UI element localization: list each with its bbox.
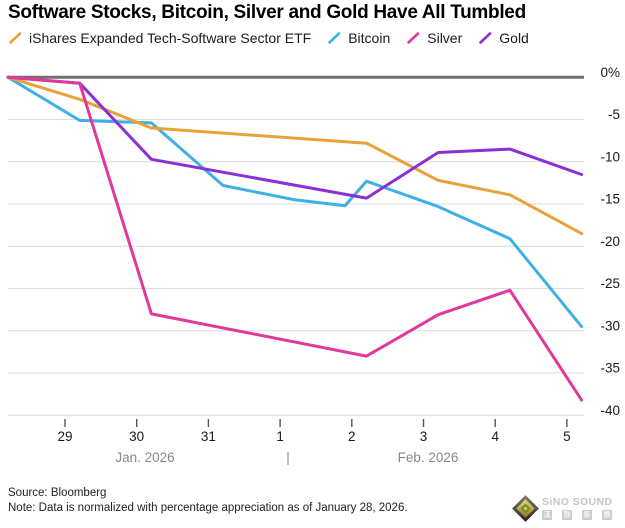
legend-item-silver: Silver — [406, 30, 462, 46]
line-chart: 0% -5 -10 -15 -20 -25 -30 -35 -40 29 30 31 1 2 3 4 5 Jan.… — [6, 65, 620, 465]
watermark-chinese: 漢聲集團 — [542, 510, 612, 520]
x-tick-label: 4 — [491, 429, 499, 444]
legend-slash-icon-etf — [9, 32, 22, 44]
y-tick-label: -10 — [600, 149, 620, 164]
y-axis-labels: 0% -5 -10 -15 -20 -25 -30 -35 -40 — [600, 65, 620, 418]
month-label: Jan. 2026 — [115, 450, 174, 465]
legend-label: Silver — [427, 30, 463, 46]
y-tick-label: -40 — [600, 403, 620, 418]
legend-slash-icon-bitcoin — [328, 32, 341, 44]
watermark-brand: SiNO SOUND — [542, 496, 613, 508]
month-label: | — [286, 450, 290, 465]
series-line-silver — [6, 75, 584, 402]
series-line-bitcoin — [6, 75, 584, 329]
y-tick-label: -15 — [600, 192, 620, 207]
source-text: Source: Bloomberg — [8, 487, 107, 499]
legend-slash-icon-silver — [407, 32, 420, 44]
y-gridlines — [8, 75, 584, 416]
x-tick-label: 30 — [129, 429, 144, 444]
note-text: Note: Data is normalized with percentage… — [8, 502, 408, 514]
chart-legend: iShares Expanded Tech-Software Sector ET… — [8, 30, 529, 46]
y-tick-label: -5 — [608, 107, 620, 122]
y-tick-label: -30 — [600, 318, 620, 333]
diamond-logo-icon — [512, 494, 539, 522]
sino-sound-watermark: SiNO SOUND 漢聲集團 — [512, 489, 622, 527]
y-tick-label: -25 — [600, 276, 620, 291]
y-tick-label: -35 — [600, 361, 620, 376]
y-tick-label: -20 — [600, 234, 620, 249]
x-axis: 29 30 31 1 2 3 4 5 — [57, 419, 571, 444]
x-tick-label: 31 — [201, 429, 216, 444]
x-tick-label: 29 — [57, 429, 72, 444]
series-lines — [6, 75, 584, 402]
y-tick-label: 0% — [600, 65, 620, 80]
chart-footer: Source: Bloomberg Note: Data is normaliz… — [8, 486, 408, 516]
series-line-etf — [6, 75, 584, 236]
legend-item-etf: iShares Expanded Tech-Software Sector ET… — [8, 30, 311, 46]
x-tick-label: 2 — [348, 429, 356, 444]
legend-label: iShares Expanded Tech-Software Sector ET… — [29, 30, 312, 46]
watermark-cjk-char: 集 — [582, 510, 592, 520]
legend-slash-icon-gold — [479, 32, 492, 44]
watermark-cjk-char: 聲 — [562, 510, 572, 520]
month-label: Feb. 2026 — [398, 450, 459, 465]
x-tick-label: 3 — [420, 429, 428, 444]
legend-item-bitcoin: Bitcoin — [327, 30, 390, 46]
month-labels: Jan. 2026 | Feb. 2026 — [115, 450, 458, 465]
legend-label: Bitcoin — [348, 30, 391, 46]
chart-title: Software Stocks, Bitcoin, Silver and Gol… — [8, 2, 526, 23]
x-tick-label: 1 — [276, 429, 284, 444]
watermark-cjk-char: 團 — [602, 510, 612, 520]
legend-label: Gold — [499, 30, 529, 46]
watermark-cjk-char: 漢 — [542, 510, 552, 520]
x-tick-label: 5 — [563, 429, 571, 444]
legend-item-gold: Gold — [478, 30, 529, 46]
